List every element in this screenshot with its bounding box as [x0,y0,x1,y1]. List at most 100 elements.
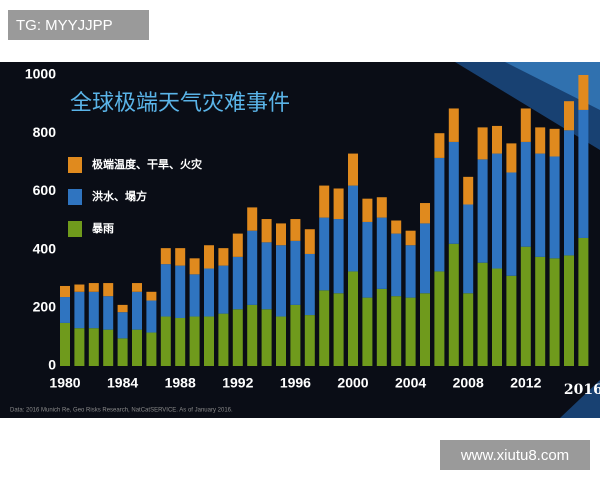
bar-segment [74,328,85,366]
legend-swatch [68,189,82,205]
bar-segment [189,274,200,317]
bar-segment [319,217,330,291]
bar-segment [506,143,517,173]
bar-segment [348,153,358,186]
bar-segment [362,297,373,366]
bar-segment [261,242,272,310]
bar-segment [60,285,70,298]
bar-segment [420,293,430,366]
watermark-box [440,440,590,470]
bar-segment [535,127,546,154]
chart-title: 全球极端天气灾难事件 [70,90,290,115]
bar-segment [204,245,214,269]
bar-segment [578,75,589,110]
bar-segment [405,245,416,298]
bar-segment [362,198,373,222]
bar-segment [290,240,301,305]
bar-segment [376,197,387,218]
bar-segment [319,185,330,218]
bar-segment [492,153,502,269]
y-tick-label: 0 [48,357,56,373]
bar-segment [477,262,488,366]
bar-segment [578,237,589,366]
bar-segment [520,246,531,366]
bar-segment [247,207,258,231]
bar-segment [132,329,142,366]
bar-segment [477,127,488,160]
bar-segment [247,230,258,305]
bar-segment [376,288,387,366]
bar-segment [232,256,243,310]
bar-segment [88,291,99,329]
bar-segment [232,233,243,257]
bar-segment [420,223,430,294]
bar-segment [391,296,402,366]
bar-segment [204,268,214,317]
bar-segment [506,275,517,366]
y-tick-label: 400 [33,240,57,256]
bar-segment [247,304,258,366]
decor-band [505,62,600,110]
bar-segment [549,258,560,366]
bar-segment [189,258,200,275]
bar-segment [103,329,114,366]
bar-segment [405,297,416,366]
bar-segment [492,268,502,366]
bar-segment [304,229,315,254]
legend-label: 极端温度、干旱、火灾 [92,157,203,171]
bar-segment [477,159,488,263]
bar-segment [463,176,474,205]
bar-segment [333,188,344,220]
bar-segment [60,297,70,323]
bar-segment [276,223,286,246]
bar-segment [276,245,286,317]
bar-segment [506,172,517,276]
y-tick-label: 800 [33,124,57,140]
bar-segment [175,265,186,318]
bar-segment [348,271,358,366]
bar-segment [218,248,229,266]
bar-segment [160,248,171,265]
bar-segment [405,230,416,246]
x-tick-label: 2012 [510,375,541,391]
bar-segment [276,316,286,366]
x-tick-label: 1980 [49,375,80,391]
bar-segment [189,316,200,366]
bar-segment [175,317,186,366]
bar-segment [535,153,546,257]
bar-segment [520,108,531,142]
x-tick-label: 1992 [222,375,253,391]
bar-segment [376,217,387,289]
bar-segment [117,312,128,339]
y-tick-label: 1000 [25,66,56,82]
bar-segment [448,243,459,366]
legend-swatch [68,157,82,173]
y-tick-label: 600 [33,182,57,198]
bar-segment [74,284,85,292]
watermark: www.xiutu8.com [460,447,569,464]
x-tick-label: 2000 [337,375,368,391]
bar-segment [146,291,157,301]
source-note: Data: 2016 Munich Re, Geo Risks Research… [10,408,233,414]
y-tick-label: 200 [33,299,57,315]
x-tick-label: 1996 [280,375,311,391]
bar-segment [175,248,186,266]
bar-segment [549,128,560,157]
bar-segment [261,309,272,366]
bar-segment [564,130,574,256]
bar-segment [434,157,445,272]
bar-segment [160,264,171,317]
bar-segment [103,283,114,297]
bar-segment [319,290,330,366]
legend-label: 暴雨 [91,222,114,235]
bar-segment [132,283,142,292]
bar-segment [549,156,560,259]
bar-segment [74,291,85,329]
bar-segment [391,220,402,234]
bar-segment [160,316,171,366]
bar-segment [60,322,70,366]
bar-segment [117,338,128,366]
bar-segment [578,109,589,238]
bar-segment [434,271,445,366]
